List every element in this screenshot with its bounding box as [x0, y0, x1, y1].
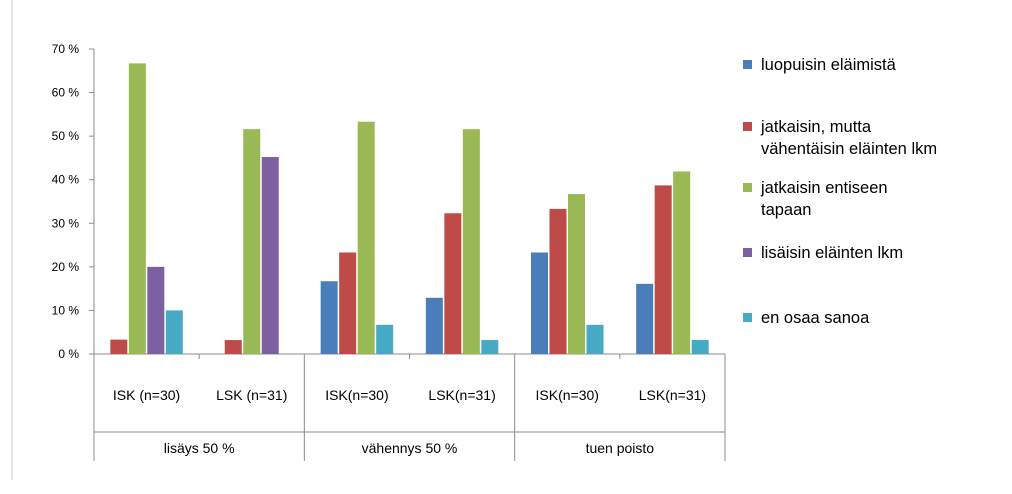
bar	[481, 340, 499, 354]
bar	[376, 324, 394, 354]
bar	[357, 121, 375, 354]
bar	[320, 281, 338, 354]
bar	[568, 194, 585, 354]
bar	[261, 157, 279, 354]
y-tick-label: 50 %	[52, 129, 80, 143]
bar	[691, 340, 709, 354]
y-tick-label: 0 %	[58, 347, 79, 361]
bar	[243, 129, 261, 354]
bar	[444, 213, 462, 354]
bar	[147, 266, 165, 354]
x-category-label: LSK(n=31)	[639, 387, 706, 403]
y-tick-label: 70 %	[52, 42, 80, 56]
bar	[673, 171, 691, 354]
y-tick-label: 10 %	[52, 303, 80, 317]
legend-label: tapaan	[761, 201, 811, 219]
legend-label: luopuisin eläimistä	[761, 56, 897, 74]
legend-swatch	[743, 313, 752, 322]
x-category-label: LSK(n=31)	[428, 387, 495, 403]
bar	[531, 252, 548, 354]
x-category-label: ISK(n=30)	[536, 387, 599, 403]
y-tick-label: 30 %	[52, 216, 80, 230]
bar	[549, 208, 567, 354]
bars	[110, 63, 709, 354]
category-labels: ISK (n=30) LSK (n=31) ISK(n=30) LSK(n=31) IS…	[113, 387, 706, 403]
axes	[93, 49, 726, 461]
y-tick-label: 20 %	[52, 260, 80, 274]
y-axis-ticks: 0 % 10 % 20 % 30 % 40 % 50 % 60 % 70 %	[52, 42, 94, 361]
bar	[110, 339, 128, 354]
legend-swatch	[743, 60, 752, 69]
bar	[425, 297, 443, 354]
legend-swatch	[743, 122, 752, 131]
legend-label: lisäisin eläinten lkm	[761, 244, 903, 262]
legend: luopuisin eläimistä jatkaisin, mutta vähen…	[743, 56, 937, 327]
y-tick-label: 40 %	[52, 173, 80, 187]
group-labels: lisäys 50 % vähennys 50 % tuen poisto	[164, 440, 655, 456]
legend-label: jatkaisin, mutta	[760, 118, 872, 136]
bar	[654, 185, 672, 354]
bar	[339, 252, 357, 354]
bar	[586, 324, 604, 354]
x-category-label: LSK (n=31)	[216, 387, 287, 403]
x-category-label: ISK(n=30)	[325, 387, 388, 403]
bar	[462, 129, 480, 354]
legend-label: jatkaisin entiseen	[760, 179, 888, 197]
x-group-label: lisäys 50 %	[164, 440, 235, 456]
legend-swatch	[743, 183, 752, 192]
x-group-label: tuen poisto	[586, 440, 655, 456]
x-group-label: vähennys 50 %	[362, 440, 458, 456]
bar	[636, 283, 654, 354]
bar	[165, 310, 183, 354]
legend-label: en osaa sanoa	[761, 309, 870, 327]
legend-label: vähentäisin eläinten lkm	[761, 140, 937, 158]
bar	[128, 63, 146, 354]
x-category-label: ISK (n=30)	[113, 387, 180, 403]
bar	[224, 340, 242, 354]
y-tick-label: 60 %	[52, 86, 80, 100]
legend-swatch	[743, 248, 752, 257]
